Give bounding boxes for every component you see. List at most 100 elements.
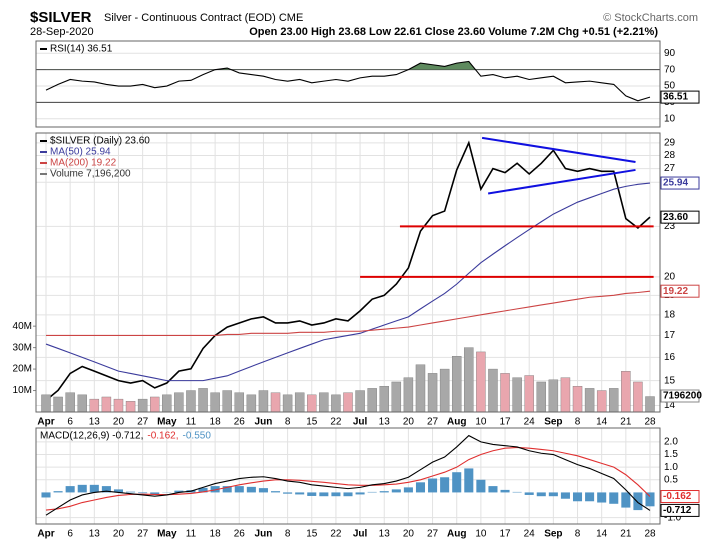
end-label: -0.162 <box>663 491 692 502</box>
plot <box>36 52 660 120</box>
overbought-fill <box>215 61 476 70</box>
x-tick-label: 15 <box>306 417 318 428</box>
x-tick-label: 18 <box>210 529 222 540</box>
symbol: $SILVER <box>30 9 92 26</box>
bar <box>319 492 329 497</box>
bar <box>77 394 87 412</box>
end-label: 19.22 <box>663 286 688 297</box>
bar <box>186 390 196 412</box>
bar <box>621 371 631 412</box>
x-tick-label: Jun <box>255 529 273 540</box>
legend-entry: -0.162, <box>147 431 178 442</box>
x-tick-label: 8 <box>285 417 291 428</box>
plot <box>36 428 660 524</box>
end-label: 25.94 <box>663 178 688 189</box>
bar <box>427 373 438 412</box>
bar <box>572 386 583 412</box>
x-tick-label: Sep <box>544 417 562 428</box>
bar <box>536 381 547 412</box>
x-tick-label: 20 <box>113 529 125 540</box>
x-tick-label: 26 <box>234 417 246 428</box>
bar <box>609 388 619 412</box>
bar <box>585 492 595 502</box>
bar <box>633 381 643 412</box>
x-tick-label: 28 <box>644 417 656 428</box>
x-tick-label: 27 <box>137 417 149 428</box>
bar <box>53 491 63 493</box>
x-tick-label: 21 <box>620 417 632 428</box>
bar <box>572 492 583 502</box>
bar <box>137 398 148 412</box>
bar <box>222 486 232 493</box>
bar <box>415 482 426 493</box>
x-tick-label: May <box>157 417 177 428</box>
legend-entry: MACD(12,26,9) -0.712, <box>40 431 143 442</box>
x-tick-label: 13 <box>89 417 101 428</box>
line <box>45 182 651 382</box>
bar <box>282 394 293 412</box>
x-tick-label: 20 <box>403 529 415 540</box>
y-tick-label: 14 <box>664 400 676 411</box>
date: 28-Sep-2020 <box>30 26 94 38</box>
y-tick-label: 28 <box>664 150 676 161</box>
x-tick-label: 20 <box>113 417 125 428</box>
bar <box>512 377 522 412</box>
bar <box>258 488 268 493</box>
bar <box>343 492 353 497</box>
bar <box>198 487 208 493</box>
bar <box>596 390 607 412</box>
bar <box>536 492 546 497</box>
bar <box>597 492 607 503</box>
x-tick-label: 11 <box>186 417 197 428</box>
bar <box>476 479 486 493</box>
x-tick-label: 13 <box>379 417 391 428</box>
y-tick-label: 0.5 <box>664 474 678 485</box>
legend-entry: MA(50) 25.94 <box>50 147 111 158</box>
y2-tick-label: 30M <box>13 342 32 353</box>
bar <box>621 492 631 508</box>
legend-entry: RSI(14) 36.51 <box>50 44 113 55</box>
bar <box>162 394 172 412</box>
x-tick-label: 11 <box>186 529 197 540</box>
bar <box>609 492 619 504</box>
x-tick-label: Jul <box>353 417 368 428</box>
bar <box>113 398 124 412</box>
bar <box>355 390 365 412</box>
bar <box>403 377 414 412</box>
bar <box>403 487 413 493</box>
legend-entry: -0.550 <box>183 431 212 442</box>
bar <box>331 492 341 497</box>
bar <box>126 491 136 493</box>
line <box>45 434 651 516</box>
bar <box>198 388 208 412</box>
x-tick-label: 13 <box>379 529 391 540</box>
x-tick-label: 14 <box>596 529 608 540</box>
bar <box>174 392 184 412</box>
x-tick-label: 13 <box>89 529 101 540</box>
end-label: 7196200 <box>663 391 702 402</box>
end-label-box <box>660 503 700 517</box>
bar <box>319 392 329 412</box>
x-tick-label: Apr <box>37 417 54 428</box>
bar <box>53 396 63 412</box>
x-tick-label: Aug <box>447 529 466 540</box>
end-label-box <box>660 284 700 298</box>
bar <box>548 492 558 497</box>
bar <box>343 392 353 412</box>
y-tick-label: 1.5 <box>664 449 678 460</box>
bar <box>246 394 257 412</box>
x-tick-label: 22 <box>330 529 342 540</box>
bar <box>150 492 160 495</box>
x-tick-label: 10 <box>475 417 487 428</box>
bar <box>524 375 534 412</box>
x-tick-label: Aug <box>447 417 466 428</box>
bar <box>391 489 401 493</box>
bar <box>645 396 655 412</box>
bar <box>101 486 111 493</box>
bar <box>101 396 112 412</box>
bar <box>512 491 522 493</box>
y-tick-label: 15 <box>664 375 676 386</box>
x-tick-label: 21 <box>620 529 632 540</box>
bar <box>138 492 148 494</box>
